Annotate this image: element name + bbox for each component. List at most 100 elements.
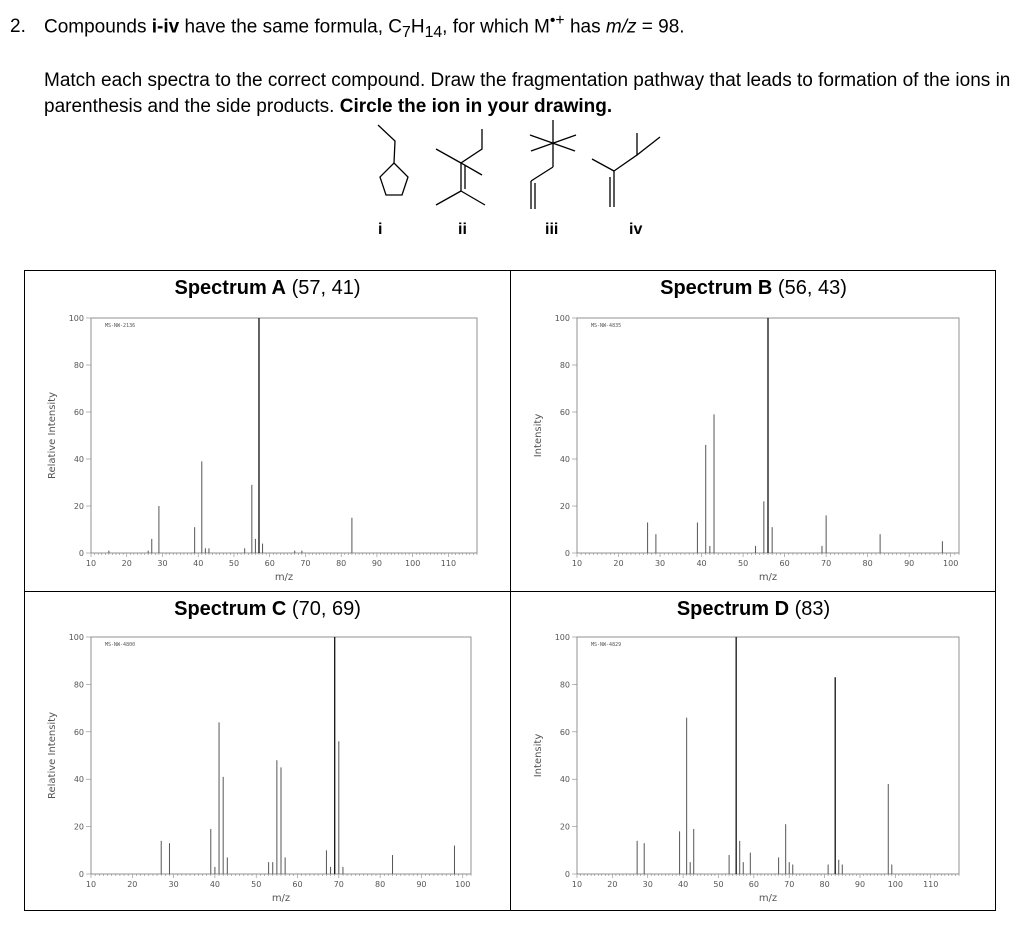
instructions-bold: Circle the ion in your drawing. [339,96,613,117]
structure-i [377,124,409,196]
x-tick-label: 60 [292,880,302,889]
x-tick-label: 30 [655,559,665,568]
x-tick-label: 100 [943,559,958,568]
spectrum-d-chart: 10 20 30 40 50 60 70 80 90 100 110 0 20 40 60 80 100 m/z I… [533,633,960,904]
x-tick-label: 10 [86,559,96,568]
y-axis-label: Intensity [533,734,544,778]
y-tick-label: 20 [74,502,84,511]
x-tick-label: 70 [300,559,310,568]
spectrum-a-title-ions: (57, 41) [286,277,361,299]
question-text-5: = 98. [636,16,685,38]
y-tick-label: 60 [560,408,570,417]
y-tick-label: 40 [560,455,570,464]
spectrum-d-title: Spectrum D (83) [511,598,996,621]
y-tick-label: 80 [560,361,570,370]
compound-structures [377,120,661,209]
structure-ii [435,129,486,206]
y-tick-label: 0 [79,870,84,879]
x-tick-label: 20 [127,880,137,889]
y-tick-label: 0 [565,549,570,558]
spectrum-source-label: MS-NW-2136 [105,323,135,329]
x-tick-label: 50 [713,880,723,889]
y-tick-label: 80 [560,680,570,689]
panel-spectrum-d: Spectrum D (83) 10 20 30 40 50 60 70 80 90 100 110… [511,592,996,912]
y-tick-label: 40 [74,775,84,784]
panel-spectrum-a: Spectrum A (57, 41) 10 20 30 40 50 60 70 80 90 10… [25,271,510,591]
question-number: 2. [10,16,26,38]
mz-italic: m/z [605,16,637,38]
grid-divider-horizontal [25,591,995,592]
x-tick-label: 30 [157,559,167,568]
y-tick-label: 100 [69,633,84,642]
y-axis-label: Relative Intensity [47,712,58,799]
spectrum-b-title: Spectrum B (56, 43) [511,277,996,300]
x-tick-label: 70 [334,880,344,889]
x-tick-label: 110 [441,559,456,568]
x-tick-label: 90 [416,880,426,889]
x-tick-label: 50 [738,559,748,568]
question-line: 2. Compounds i-iv have the same formula, … [10,12,685,42]
instructions: Match each spectra to the correct compou… [44,68,1014,120]
x-tick-label: 20 [607,880,617,889]
label-compound-i: i [378,221,383,238]
x-tick-label: 80 [375,880,385,889]
x-tick-label: 100 [405,559,420,568]
x-tick-label: 60 [749,880,759,889]
x-tick-label: 80 [863,559,873,568]
y-tick-label: 40 [74,455,84,464]
spectrum-c-chart: 10 20 30 40 50 60 70 80 90 100 0 20 40 60 80 100 m/z Rela… [47,633,472,904]
x-tick-label: 90 [855,880,865,889]
x-tick-label: 20 [122,559,132,568]
y-axis-label: Relative Intensity [47,392,58,479]
y-tick-label: 0 [79,549,84,558]
spectrum-b-chart: 10 20 30 40 50 60 70 80 90 100 0 20 40 60 80 100 m/z Inte… [533,314,960,583]
grid-divider-vertical [510,271,511,910]
x-tick-label: 50 [251,880,261,889]
question-text-4: has [564,16,606,38]
y-tick-label: 100 [555,633,570,642]
x-tick-label: 30 [169,880,179,889]
x-tick-label: 40 [696,559,706,568]
x-tick-label: 70 [784,880,794,889]
x-tick-label: 60 [265,559,275,568]
x-tick-label: 100 [888,880,903,889]
spectrum-c-title: Spectrum C (70, 69) [25,598,510,621]
x-tick-label: 20 [613,559,623,568]
x-tick-label: 10 [572,559,582,568]
x-tick-label: 110 [923,880,938,889]
x-axis-label: m/z [275,572,293,583]
spectrum-c-title-bold: Spectrum C [174,598,287,620]
x-axis-label: m/z [272,893,290,904]
spectrum-d-title-bold: Spectrum D [676,598,790,620]
x-tick-label: 40 [210,880,220,889]
x-tick-label: 30 [643,880,653,889]
label-compound-iii: iii [545,221,559,238]
question-text-2: have the same formula, C [179,16,403,38]
x-tick-label: 10 [572,880,582,889]
y-tick-label: 60 [74,408,84,417]
spectrum-a-title: Spectrum A (57, 41) [25,277,510,300]
x-tick-label: 80 [819,880,829,889]
panel-spectrum-b: Spectrum B (56, 43) 10 20 30 40 50 60 70 80 90 10… [511,271,996,591]
spectrum-a-title-bold: Spectrum A [174,277,287,299]
formula-sub-14: 14 [424,24,443,42]
x-axis-label: m/z [759,893,777,904]
x-tick-label: 90 [904,559,914,568]
radical-cation-sup: •+ [549,12,565,29]
question-text-3: , for which M [442,16,550,38]
y-tick-label: 20 [560,502,570,511]
spectrum-source-label: MS-NW-4835 [591,323,621,329]
question-compounds-range: i-iv [151,16,180,38]
plot-frame [576,636,960,875]
y-tick-label: 80 [74,361,84,370]
x-tick-label: 70 [821,559,831,568]
spectrum-b-title-ions: (56, 43) [772,277,847,299]
label-compound-iv: iv [629,221,643,238]
label-compound-ii: ii [458,221,467,238]
x-tick-label: 60 [780,559,790,568]
x-tick-label: 10 [86,880,96,889]
instructions-text: Match each spectra to the correct compou… [44,70,1011,117]
spectrum-c-title-ions: (70, 69) [286,598,361,620]
x-tick-label: 90 [372,559,382,568]
y-tick-label: 60 [560,728,570,737]
